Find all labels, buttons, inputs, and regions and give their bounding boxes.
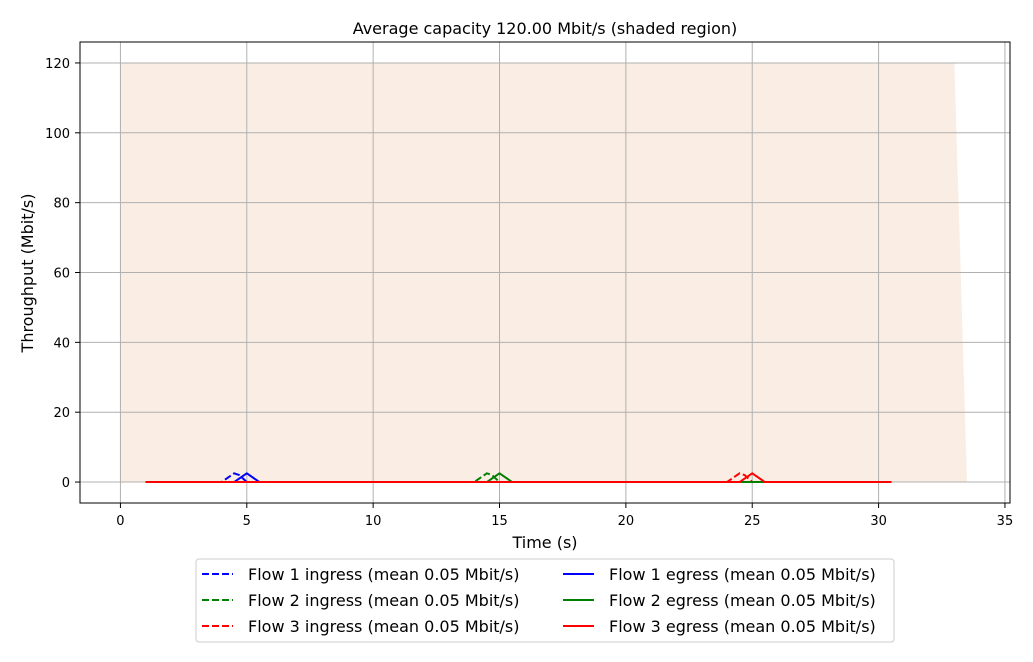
legend-label-4: Flow 1 egress (mean 0.05 Mbit/s) — [609, 565, 876, 584]
legend-label-3: Flow 3 ingress (mean 0.05 Mbit/s) — [248, 617, 520, 636]
series-line-6 — [145, 472, 892, 484]
x-axis-title: Time (s) — [511, 533, 577, 552]
plot-area: 0 5 10 15 20 25 30 35 0 20 40 60 80 100 120 — [45, 41, 1014, 529]
x-tick-label: 10 — [365, 514, 382, 529]
x-tick-label: 15 — [491, 514, 508, 529]
legend-label-1: Flow 1 ingress (mean 0.05 Mbit/s) — [248, 565, 520, 584]
legend-label-6: Flow 3 egress (mean 0.05 Mbit/s) — [609, 617, 876, 636]
y-tick-label: 40 — [53, 336, 70, 351]
x-tick-label: 0 — [116, 514, 124, 529]
y-tick-label: 60 — [53, 267, 70, 282]
x-tick-label: 30 — [870, 514, 887, 529]
legend: Flow 1 ingress (mean 0.05 Mbit/s) Flow 2 … — [195, 558, 895, 643]
y-tick-label: 0 — [62, 476, 70, 491]
y-tick-label: 20 — [53, 406, 70, 421]
x-tick-label: 5 — [243, 514, 251, 529]
y-tick-label: 100 — [45, 127, 70, 142]
y-axis-title: Throughput (Mbit/s) — [18, 194, 37, 354]
legend-box — [195, 558, 895, 643]
legend-label-5: Flow 2 egress (mean 0.05 Mbit/s) — [609, 591, 876, 610]
x-tick-label: 25 — [744, 514, 761, 529]
chart-title: Average capacity 120.00 Mbit/s (shaded r… — [353, 19, 738, 38]
y-tick-label: 120 — [45, 57, 70, 72]
legend-label-2: Flow 2 ingress (mean 0.05 Mbit/s) — [248, 591, 520, 610]
x-tick-label: 35 — [997, 514, 1014, 529]
y-tick-label: 80 — [53, 197, 70, 212]
x-tick-label: 20 — [618, 514, 635, 529]
